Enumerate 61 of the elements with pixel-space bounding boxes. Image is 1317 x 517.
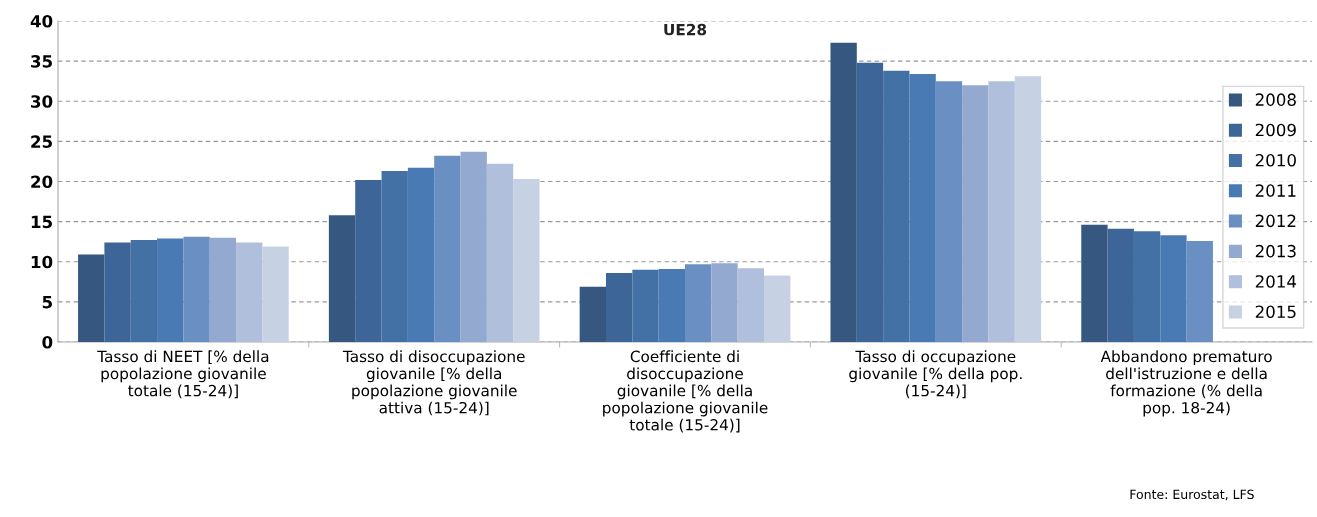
bar [355,179,382,342]
bar [737,268,764,342]
bar [962,85,989,342]
bar [1107,228,1134,342]
x-tick-label: Coefficiente di disoccupazione giovanile [% della popolazione giovanile totale (15-24)] [603,350,768,433]
bar [183,236,210,342]
bar [1160,235,1187,342]
legend-label: 2014 [1255,275,1297,288]
bar [236,242,263,342]
y-tick-label: 30 [31,95,53,108]
y-tick-label: 15 [31,215,52,229]
bar [988,81,1015,342]
bar [262,246,289,342]
legend-label: 2009 [1255,123,1296,137]
bar [579,286,606,342]
bar [460,151,487,342]
bar [830,42,857,342]
y-tick-label: 0 [42,335,53,349]
bar [935,81,963,342]
bar [157,238,184,342]
x-tick-label: Abbandono prematuro dell'istruzione e della formazione (% della pop. 18-24) [1100,350,1272,417]
bar [909,73,936,342]
bar [486,163,514,342]
x-tick-label: Tasso di NEET [% della popolazione giovanile totale (15-24)] [97,350,269,399]
bar [883,70,910,342]
legend-label: 2010 [1255,153,1296,167]
bar [658,268,685,342]
legend-label: 2013 [1255,244,1296,258]
bar [606,272,633,342]
legend-label: 2008 [1255,93,1296,106]
y-tick-label: 10 [31,255,53,269]
bar [1014,76,1042,342]
x-tick-label: Tasso di disoccupazione giovanile [% della popolazione giovanile attiva (15-24)] [342,350,525,416]
bar [764,275,791,342]
bar [328,215,356,342]
bar [381,171,408,342]
bar [434,155,461,342]
y-tick-label: 25 [31,135,52,148]
bar [78,254,105,342]
chart-title: UE28 [664,23,707,36]
bar [407,167,435,342]
bar [1081,224,1108,342]
y-tick-label: 40 [30,14,53,28]
legend-label: 2011 [1255,184,1296,197]
y-tick-label: 35 [31,55,52,68]
bar [513,179,540,342]
bar [685,264,712,342]
bar [1186,240,1213,342]
bar [632,269,659,342]
bar [130,240,158,342]
source-note: Fonte: Eurostat, LFS [1130,489,1254,501]
x-tick-label: Tasso di occupazione giovanile [% della pop. (15-24)] [849,350,1022,399]
bar [711,263,738,342]
bar [209,237,237,342]
bar [856,62,884,342]
legend-label: 2015 [1255,305,1296,319]
y-tick-label: 5 [42,296,52,309]
bar [1133,231,1161,342]
legend-label: 2012 [1255,214,1296,228]
y-tick-label: 20 [31,175,53,189]
bar [104,242,131,342]
